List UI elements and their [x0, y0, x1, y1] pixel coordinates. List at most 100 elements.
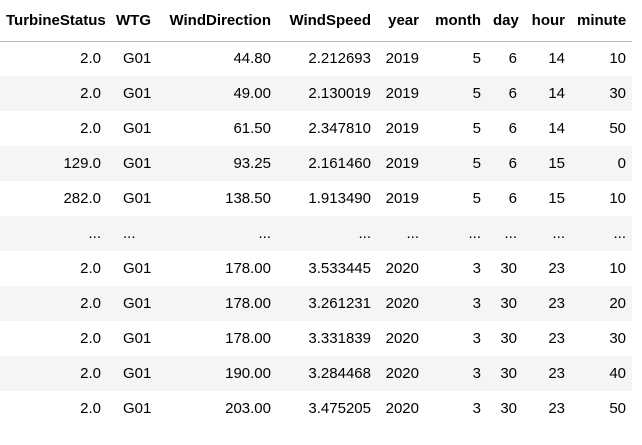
- table-row: 2.0 G01 178.00 3.533445 2020 3 30 23 10: [0, 251, 632, 286]
- cell-minute: 20: [571, 286, 632, 321]
- cell-hour: ...: [523, 216, 571, 251]
- cell-month: 5: [425, 146, 487, 181]
- cell-month: 3: [472, 400, 481, 417]
- cell-winddirection: 178.00: [225, 260, 271, 277]
- table-row: 2.0 G01 190.00 3.284468 2020 3 30 23 40: [0, 356, 632, 391]
- cell-day: 30: [500, 400, 517, 417]
- cell-hour: 14: [548, 50, 565, 68]
- cell-year: 2020: [377, 356, 425, 391]
- cell-hour: 23: [523, 286, 571, 321]
- cell-turbinestatus: 2.0: [80, 260, 101, 277]
- cell-day: 30: [500, 330, 517, 347]
- cell-turbinestatus: 282.0: [63, 190, 101, 207]
- column-header-day: day: [487, 0, 523, 42]
- cell-hour: 14: [548, 120, 565, 137]
- cell-windspeed: 3.475205: [308, 400, 371, 417]
- table-row: ...........................: [0, 216, 632, 251]
- cell-hour: 23: [548, 330, 565, 347]
- cell-day: 30: [500, 260, 517, 277]
- cell-minute: 10: [609, 50, 626, 68]
- cell-turbinestatus: 2.0: [80, 330, 101, 347]
- cell-windspeed: 2.130019: [277, 76, 377, 111]
- column-header-year: year: [377, 0, 425, 42]
- cell-winddirection: 190.00: [157, 356, 277, 391]
- cell-turbinestatus: 129.0: [0, 146, 107, 181]
- cell-hour: 23: [523, 356, 571, 391]
- cell-wtg: G01: [123, 260, 152, 277]
- cell-winddirection: 93.25: [157, 146, 277, 181]
- cell-year: 2019: [377, 76, 425, 111]
- cell-wtg: G01: [107, 76, 157, 111]
- cell-month: 3: [472, 260, 481, 277]
- cell-wtg: G01: [107, 356, 157, 391]
- table-body: 2.0 G01 44.80 2.212693 2019 5 6 14 10 2.0 G01 49.00…: [0, 41, 632, 426]
- cell-turbinestatus: 2.0: [80, 400, 101, 417]
- cell-year: 2020: [385, 260, 419, 277]
- cell-year: 2019: [385, 50, 419, 68]
- cell-windspeed: 2.347810: [308, 120, 371, 137]
- cell-turbinestatus: 2.0: [0, 286, 107, 321]
- cell-winddirection: 178.00: [225, 330, 271, 347]
- cell-wtg: G01: [123, 120, 152, 137]
- cell-month: ...: [425, 216, 487, 251]
- cell-windspeed: ...: [277, 216, 377, 251]
- cell-winddirection: 138.50: [225, 190, 271, 207]
- cell-month: 5: [472, 190, 481, 207]
- cell-minute: 10: [609, 190, 626, 207]
- column-header-turbinestatus: TurbineStatus: [0, 0, 107, 42]
- cell-year: 2019: [385, 190, 419, 207]
- cell-month: 3: [472, 330, 481, 347]
- cell-minute: 10: [609, 260, 626, 277]
- column-header-hour: hour: [523, 0, 571, 42]
- cell-winddirection: 61.50: [233, 120, 271, 137]
- cell-hour: 14: [523, 76, 571, 111]
- cell-windspeed: 2.212693: [308, 50, 371, 68]
- cell-hour: 15: [523, 146, 571, 181]
- cell-day: 30: [487, 286, 523, 321]
- cell-wtg: G01: [107, 286, 157, 321]
- cell-day: 6: [487, 76, 523, 111]
- table-header: TurbineStatus WTG WindDirection WindSpee…: [0, 0, 632, 42]
- column-header-winddirection: WindDirection: [157, 0, 277, 42]
- cell-windspeed: 3.284468: [277, 356, 377, 391]
- cell-minute: 30: [609, 330, 626, 347]
- cell-wtg: G01: [123, 400, 152, 417]
- table-row: 2.0 G01 44.80 2.212693 2019 5 6 14 10: [0, 41, 632, 76]
- table-row: 2.0 G01 49.00 2.130019 2019 5 6 14 30: [0, 76, 632, 111]
- cell-turbinestatus: 2.0: [80, 50, 101, 68]
- cell-month: 5: [472, 120, 481, 137]
- cell-day: 30: [487, 356, 523, 391]
- cell-minute: ...: [571, 216, 632, 251]
- cell-winddirection: 44.80: [233, 50, 271, 68]
- cell-year: 2020: [385, 400, 419, 417]
- cell-hour: 23: [548, 400, 565, 417]
- cell-turbinestatus: 2.0: [0, 76, 107, 111]
- column-header-wtg: WTG: [107, 0, 157, 42]
- cell-minute: 0: [571, 146, 632, 181]
- cell-month: 5: [425, 76, 487, 111]
- cell-winddirection: 49.00: [157, 76, 277, 111]
- cell-wtg: G01: [107, 146, 157, 181]
- cell-turbinestatus: 2.0: [0, 356, 107, 391]
- cell-winddirection: 178.00: [157, 286, 277, 321]
- cell-day: 6: [508, 190, 517, 207]
- cell-day: 6: [487, 146, 523, 181]
- cell-minute: 50: [609, 120, 626, 137]
- cell-minute: 40: [571, 356, 632, 391]
- cell-turbinestatus: ...: [0, 216, 107, 251]
- table-row: 2.0 G01 178.00 3.331839 2020 3 30 23 30: [0, 321, 632, 356]
- cell-year: 2020: [385, 330, 419, 347]
- cell-windspeed: 3.331839: [308, 330, 371, 347]
- cell-winddirection: ...: [157, 216, 277, 251]
- cell-windspeed: 1.913490: [308, 190, 371, 207]
- cell-wtg: G01: [123, 330, 152, 347]
- cell-wtg: ...: [107, 216, 157, 251]
- dataframe-table: TurbineStatus WTG WindDirection WindSpee…: [0, 0, 632, 426]
- cell-minute: 50: [609, 400, 626, 417]
- cell-day: 6: [508, 50, 517, 68]
- table-row: 2.0 G01 61.50 2.347810 2019 5 6 14 50: [0, 111, 632, 146]
- cell-windspeed: 3.261231: [277, 286, 377, 321]
- cell-windspeed: 2.161460: [277, 146, 377, 181]
- cell-month: 5: [472, 50, 481, 68]
